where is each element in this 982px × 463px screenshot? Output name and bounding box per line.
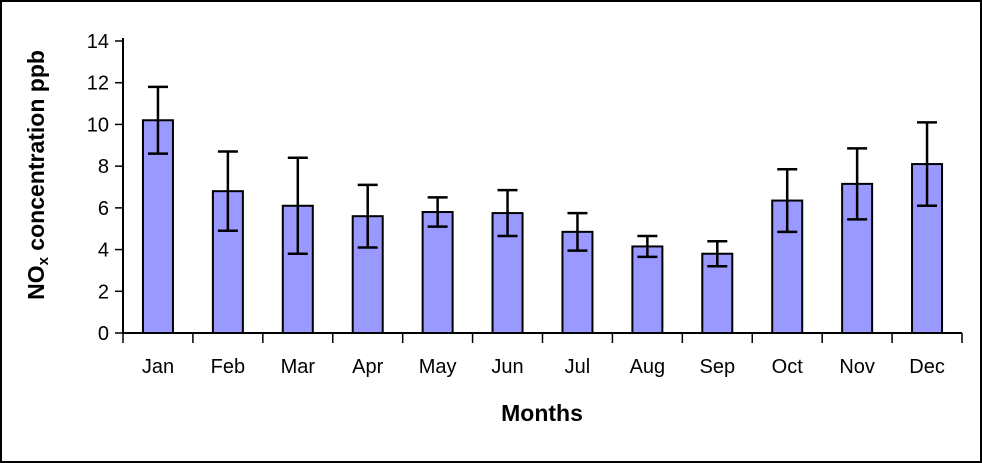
x-tick-label-aug: Aug xyxy=(630,356,666,378)
bar-apr xyxy=(351,215,384,334)
y-tick-label-0: 0 xyxy=(98,323,109,345)
x-tick-label-jun: Jun xyxy=(491,356,523,378)
error-bars-layer xyxy=(147,85,938,268)
y-tick-label-2: 2 xyxy=(98,281,109,303)
ticks-layer: Jan Feb Mar Apr May Jun Jul Aug Sep Oct Nov Dec 0 2 4 6… xyxy=(87,31,963,378)
y-axis-title-subscript: x xyxy=(35,256,52,265)
error-bar-oct xyxy=(777,168,798,234)
error-bar-sep xyxy=(707,239,728,268)
x-tick-label-nov: Nov xyxy=(839,356,875,378)
error-bar-mar xyxy=(287,156,308,255)
y-tick-label-12: 12 xyxy=(87,73,109,95)
x-tick-label-mar: Mar xyxy=(281,356,316,378)
error-bar-jun xyxy=(497,188,518,238)
x-tick-label-oct: Oct xyxy=(772,356,804,378)
x-tick-label-feb: Feb xyxy=(211,356,245,378)
x-tick-label-jan: Jan xyxy=(142,356,174,378)
x-tick-label-dec: Dec xyxy=(909,356,945,378)
error-bar-jul xyxy=(567,211,588,252)
x-tick-label-jul: Jul xyxy=(565,356,591,378)
bars-layer xyxy=(141,119,944,335)
y-tick-label-10: 10 xyxy=(87,114,109,136)
y-tick-label-14: 14 xyxy=(87,31,109,53)
y-tick-label-4: 4 xyxy=(98,240,109,262)
y-tick-label-8: 8 xyxy=(98,156,109,178)
error-bar-may xyxy=(427,196,448,228)
y-axis-title-post: concentration ppb xyxy=(23,50,49,257)
y-axis-title-pre: NO xyxy=(23,265,49,300)
y-axis-title: NOx concentration ppb xyxy=(23,50,52,300)
x-tick-label-sep: Sep xyxy=(699,356,735,378)
bar-may xyxy=(421,211,454,334)
x-tick-label-may: May xyxy=(419,356,457,378)
error-bar-aug xyxy=(637,234,658,259)
x-tick-label-apr: Apr xyxy=(352,356,383,378)
error-bar-feb xyxy=(217,150,238,233)
error-bar-nov xyxy=(847,147,868,221)
error-bar-jan xyxy=(147,85,168,155)
x-axis-title: Months xyxy=(501,400,583,426)
y-tick-label-6: 6 xyxy=(98,198,109,220)
bar-jan xyxy=(141,119,174,335)
error-bar-apr xyxy=(357,183,378,249)
bar-aug xyxy=(631,245,664,334)
error-bar-dec xyxy=(917,121,938,208)
